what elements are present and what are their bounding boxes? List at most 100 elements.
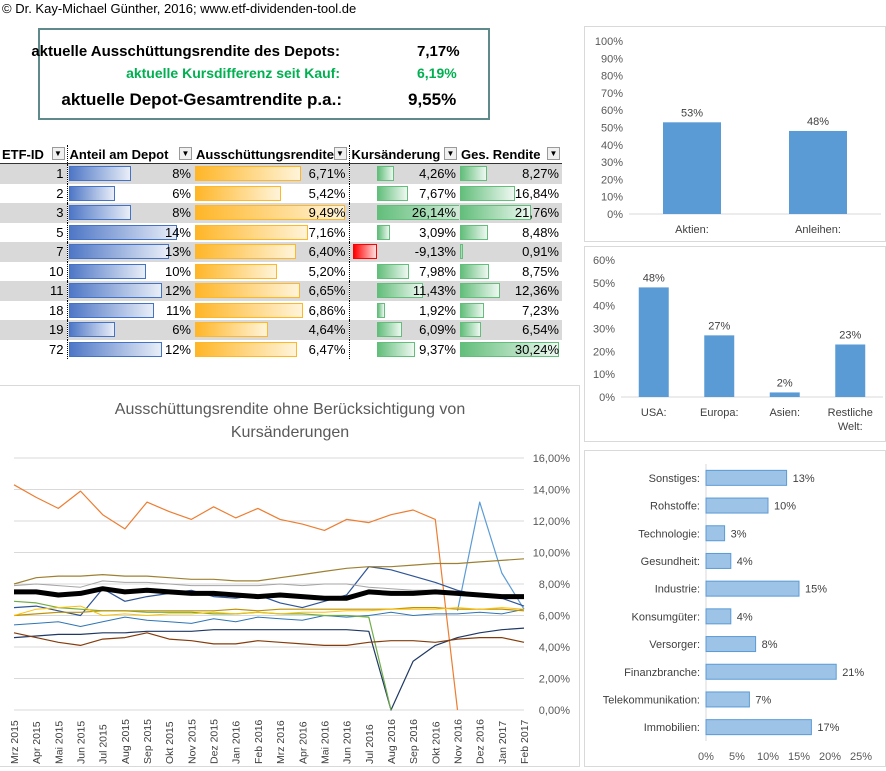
y-tick-label: 12,00% (533, 516, 571, 528)
etf-id-cell: 7 (56, 244, 64, 260)
y-tick-label: 50% (601, 123, 623, 135)
summary-label: aktuelle Ausschüttungsrendite des Depots… (31, 43, 340, 60)
ausschuettung-cell: 9,49% (308, 205, 346, 221)
hbar-3 (705, 552, 732, 569)
kursaenderung-cell: 11,43% (412, 283, 456, 299)
ausschuettung-databar (195, 283, 300, 299)
series-line-9 (13, 605, 525, 616)
ausschuettung-cell: 6,65% (308, 283, 346, 299)
x-tick-group: Jun 2016 (342, 721, 354, 764)
x-tick-group: Sep 2016 (408, 719, 420, 764)
data-label: 27% (708, 320, 730, 332)
line-chart-title: Ausschüttungsrendite ohne Berücksichtigu… (115, 401, 465, 418)
kurs-databar (376, 341, 415, 357)
filter-dropdown-icon[interactable]: ▼ (51, 147, 65, 160)
hbar-1 (705, 497, 769, 514)
category-label: Industrie: (655, 584, 700, 596)
x-tick-label: Jan 2017 (497, 721, 509, 764)
x-tick-label: 25% (850, 751, 872, 763)
table-header-row: ETF-ID ▼ Anteil am Depot ▼ Ausschüttungsre… (0, 145, 562, 164)
data-label: 4% (737, 556, 753, 568)
table-row: 7 13% 6,40% -9,13% 0,91% (0, 242, 562, 262)
kurs-databar (376, 166, 394, 182)
ausschuettung-cell: 6,71% (308, 166, 346, 182)
asset-class-chart: 0% 10% 20% 30% 40% 50% 60% 70% 80% 90% 100% 53% Akti… (595, 36, 881, 236)
hbar-7 (705, 663, 837, 680)
anteil-databar (68, 341, 162, 357)
kursaenderung-cell: 4,26% (419, 166, 456, 182)
data-label: 8% (762, 639, 778, 651)
ges-rendite-cell: 8,48% (522, 224, 559, 240)
y-tick-label: 10% (601, 192, 623, 204)
bar-0 (663, 122, 721, 214)
ges-rendite-cell: 12,36% (514, 283, 559, 299)
ges-rendite-databar (460, 205, 531, 221)
etf-id-cell: 19 (49, 322, 64, 338)
x-tick-group: Nov 2016 (452, 719, 464, 764)
category-label: Asien: (769, 407, 800, 419)
x-tick-label: Aug 2015 (120, 719, 132, 764)
x-tick-label: 10% (757, 751, 779, 763)
etf-id-cell: 5 (56, 224, 64, 240)
category-label: Rohstoffe: (650, 501, 700, 513)
x-tick-label: Aug 2016 (386, 719, 398, 764)
filter-dropdown-icon[interactable]: ▼ (444, 147, 457, 160)
data-label: 4% (737, 611, 753, 623)
category-label: Konsumgüter: (632, 611, 700, 623)
filter-dropdown-icon[interactable]: ▼ (547, 147, 560, 160)
anteil-cell: 10% (164, 263, 191, 279)
summary-label: aktuelle Depot-Gesamtrendite p.a.: (61, 90, 342, 109)
anteil-databar (68, 205, 131, 221)
y-tick-label: 0% (599, 392, 615, 404)
ges-rendite-databar (460, 166, 487, 182)
hbar-8 (705, 691, 750, 708)
ges-rendite-cell: 6,54% (522, 322, 559, 338)
etf-id-cell: 3 (56, 205, 64, 221)
x-tick-label: Nov 2016 (452, 719, 464, 764)
y-tick-label: 80% (601, 71, 623, 83)
anteil-databar (68, 166, 131, 182)
asset-class-chart-panel: 0% 10% 20% 30% 40% 50% 60% 70% 80% 90% 100% 53% Akti… (584, 26, 886, 242)
category-label: Immobilien: (644, 722, 700, 734)
data-label: 10% (774, 501, 796, 513)
y-tick-label: 100% (595, 36, 623, 48)
x-tick-group: Mrz 2015 (9, 720, 21, 764)
ausschuettung-databar (195, 244, 296, 260)
col-header-ausschuettung: Ausschüttungsrendite ▼ (194, 145, 349, 164)
x-tick-group: Apr 2016 (297, 721, 309, 764)
y-tick-label: 30% (593, 324, 615, 336)
series-line-8 (13, 607, 525, 617)
data-label: 17% (817, 722, 839, 734)
category-label: Aktien: (675, 224, 709, 236)
data-label: 53% (681, 107, 703, 119)
y-tick-label: 4,00% (539, 642, 570, 654)
data-label: 13% (793, 473, 815, 485)
filter-dropdown-icon[interactable]: ▼ (179, 147, 192, 160)
summary-value: 7,17% (417, 43, 460, 60)
ges-rendite-databar (460, 185, 515, 201)
category-label: Sonstiges: (649, 473, 700, 485)
y-tick-label: 20% (593, 346, 615, 358)
kurs-databar (376, 283, 423, 299)
ges-rendite-cell: 8,75% (522, 263, 559, 279)
hbar-0 (705, 469, 788, 486)
y-tick-label: 8,00% (539, 579, 570, 591)
x-tick-group: Jul 2015 (98, 724, 110, 764)
y-tick-label: 14,00% (533, 485, 571, 497)
series-line-4 (13, 627, 525, 711)
ges-rendite-cell: 8,27% (522, 166, 559, 182)
x-tick-group: Mai 2016 (319, 721, 331, 764)
hbar-6 (705, 636, 757, 653)
kurs-databar (376, 185, 408, 201)
x-tick-label: Mrz 2016 (275, 720, 287, 764)
data-label: 3% (731, 528, 747, 540)
x-tick-label: Jun 2016 (342, 721, 354, 764)
data-label: 21% (842, 667, 864, 679)
filter-dropdown-icon[interactable]: ▼ (333, 147, 347, 160)
bar-1 (789, 130, 847, 214)
anteil-cell: 8% (172, 205, 191, 221)
y-tick-label: 70% (601, 88, 623, 100)
line-chart-panel: Ausschüttungsrendite ohne Berücksichtigu… (0, 385, 580, 767)
x-tick-label: Dez 2015 (209, 719, 221, 764)
etf-table: ETF-ID ▼ Anteil am Depot ▼ Ausschüttungsre… (0, 145, 562, 359)
